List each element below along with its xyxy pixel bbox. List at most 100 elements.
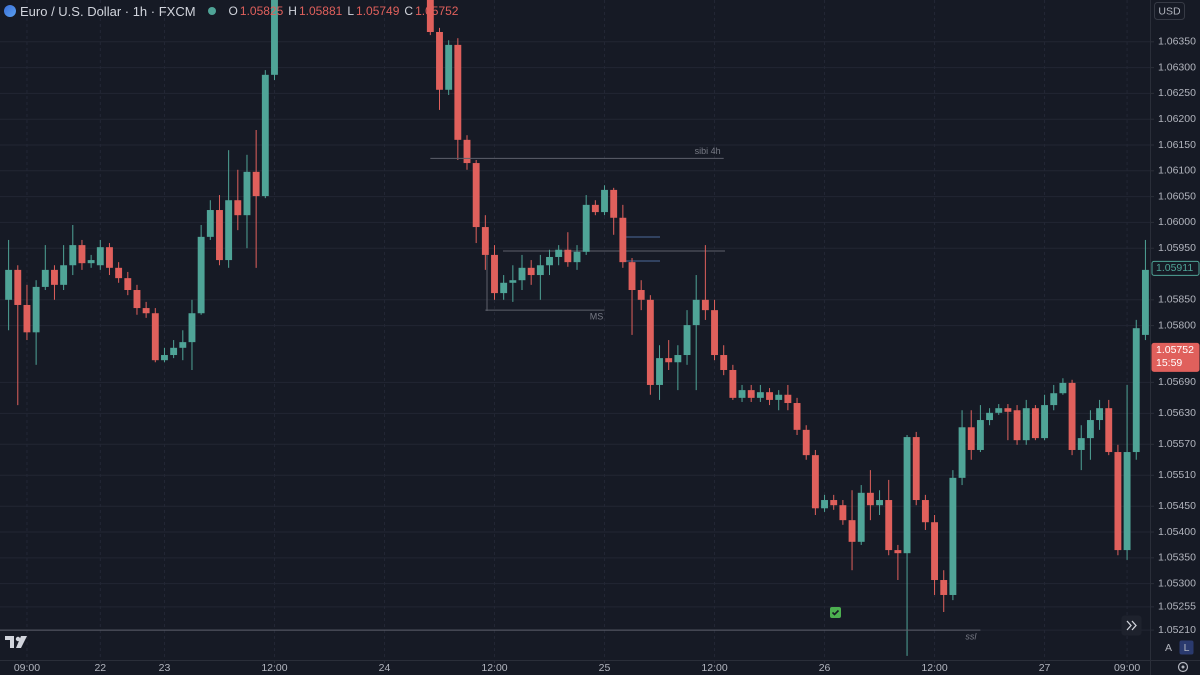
candle-body [1086,420,1094,439]
y-tick-label: 1.05850 [1158,294,1196,306]
candle-body [216,210,223,261]
price-tag-label: 1.05752 [1156,344,1194,356]
candle-body [1050,393,1058,406]
candle-body [188,313,196,343]
grid [0,0,1150,660]
candle-body [720,355,728,370]
candle-body [986,412,994,421]
plot-area [486,236,725,311]
candle-body [839,505,847,521]
price-tag [1151,260,1200,276]
candle-body [546,256,553,266]
y-tick-label: 1.05350 [1158,552,1196,564]
alert-icon-check [831,609,840,616]
candle-body [252,171,260,197]
auto-button[interactable] [1161,640,1176,655]
candle-body [518,267,526,281]
candle-body [857,492,865,542]
logo-part [5,636,14,648]
currency-button[interactable] [1154,2,1185,20]
candle-body [591,204,599,213]
candle-body [481,227,489,255]
annotation-label: MS [590,312,604,322]
settings-button[interactable] [1177,661,1189,673]
symbol-title[interactable]: Euro / U.S. Dollar · 1h · FXCM [20,3,196,19]
candle-body [509,280,517,283]
x-tick-label: 12:00 [921,662,947,674]
candle-body [142,308,150,314]
ohlc-value: 1.05749 [356,4,400,18]
candle-body [1114,452,1122,551]
candle-body [14,269,22,305]
candle-body [243,171,251,216]
candle-body [472,163,480,228]
ohlc-values: O 1.05825 H 1.05881 L 1.05749 C 1.05752 [226,4,459,18]
x-tick-label: 27 [1039,662,1051,674]
candle-body [445,44,453,90]
y-tick-label: 1.06150 [1158,139,1196,151]
annotations: sibi 4h MS ssl [0,146,981,641]
candle-body [656,358,663,385]
candle-body [766,392,773,400]
x-tick-label: 25 [599,662,611,674]
candle-body [170,347,178,356]
log-button[interactable] [1179,640,1194,655]
ohlc-value: 1.05825 [239,4,284,18]
candle-body [637,290,645,300]
candle-body [830,500,838,506]
ohlc-label: C [404,4,414,18]
candle-body [903,437,911,554]
candle-body [564,249,572,263]
candle-body [1022,408,1030,441]
candle-body [674,355,682,363]
y-tick-label: 1.06300 [1158,61,1196,73]
y-tick-label: 1.05630 [1158,407,1196,419]
y-tick-label: 1.05400 [1158,526,1196,538]
y-tick-label: 1.06200 [1158,113,1196,125]
log-button-label: L [1184,642,1190,654]
price-tag-label: 1.05911 [1156,262,1193,274]
candle-body [527,267,535,276]
x-tick-label: 23 [159,662,171,674]
market-status[interactable] [207,7,216,15]
candle-body [426,0,434,32]
candle-body [463,139,471,164]
x-tick-label: 12:00 [701,662,727,674]
candle-body [78,245,86,264]
candle-body [197,236,205,314]
candle-body [931,522,938,581]
y-tick-label: 1.06350 [1158,36,1196,48]
candle-body [106,247,113,268]
candle-body [976,420,984,450]
candle-body [692,299,700,326]
candle-body [1059,382,1067,394]
candle-body [619,217,627,263]
candle-body [784,394,792,404]
y-tick-label: 1.05570 [1158,438,1196,450]
candle-body [179,342,187,348]
candle-body [32,286,40,333]
candle-body [866,492,874,506]
candle-body [41,269,49,287]
candle-body [69,245,77,266]
candle-body [5,269,13,300]
candle-body [500,282,508,294]
candle-body [665,358,673,363]
candle-body [747,390,755,398]
candles [5,0,1149,656]
candle-body [1013,410,1021,441]
candle-body [1123,452,1131,551]
candle-body [454,44,462,140]
y-tick-label: 1.05690 [1158,376,1196,388]
candle-body [271,0,278,75]
logo [5,636,27,648]
candle-body [912,437,920,501]
candle-body [610,189,618,218]
candle-body [711,310,718,356]
y-tick-label: 1.05800 [1158,319,1196,331]
y-tick-label: 1.05950 [1158,242,1196,254]
candle-body [491,254,498,294]
